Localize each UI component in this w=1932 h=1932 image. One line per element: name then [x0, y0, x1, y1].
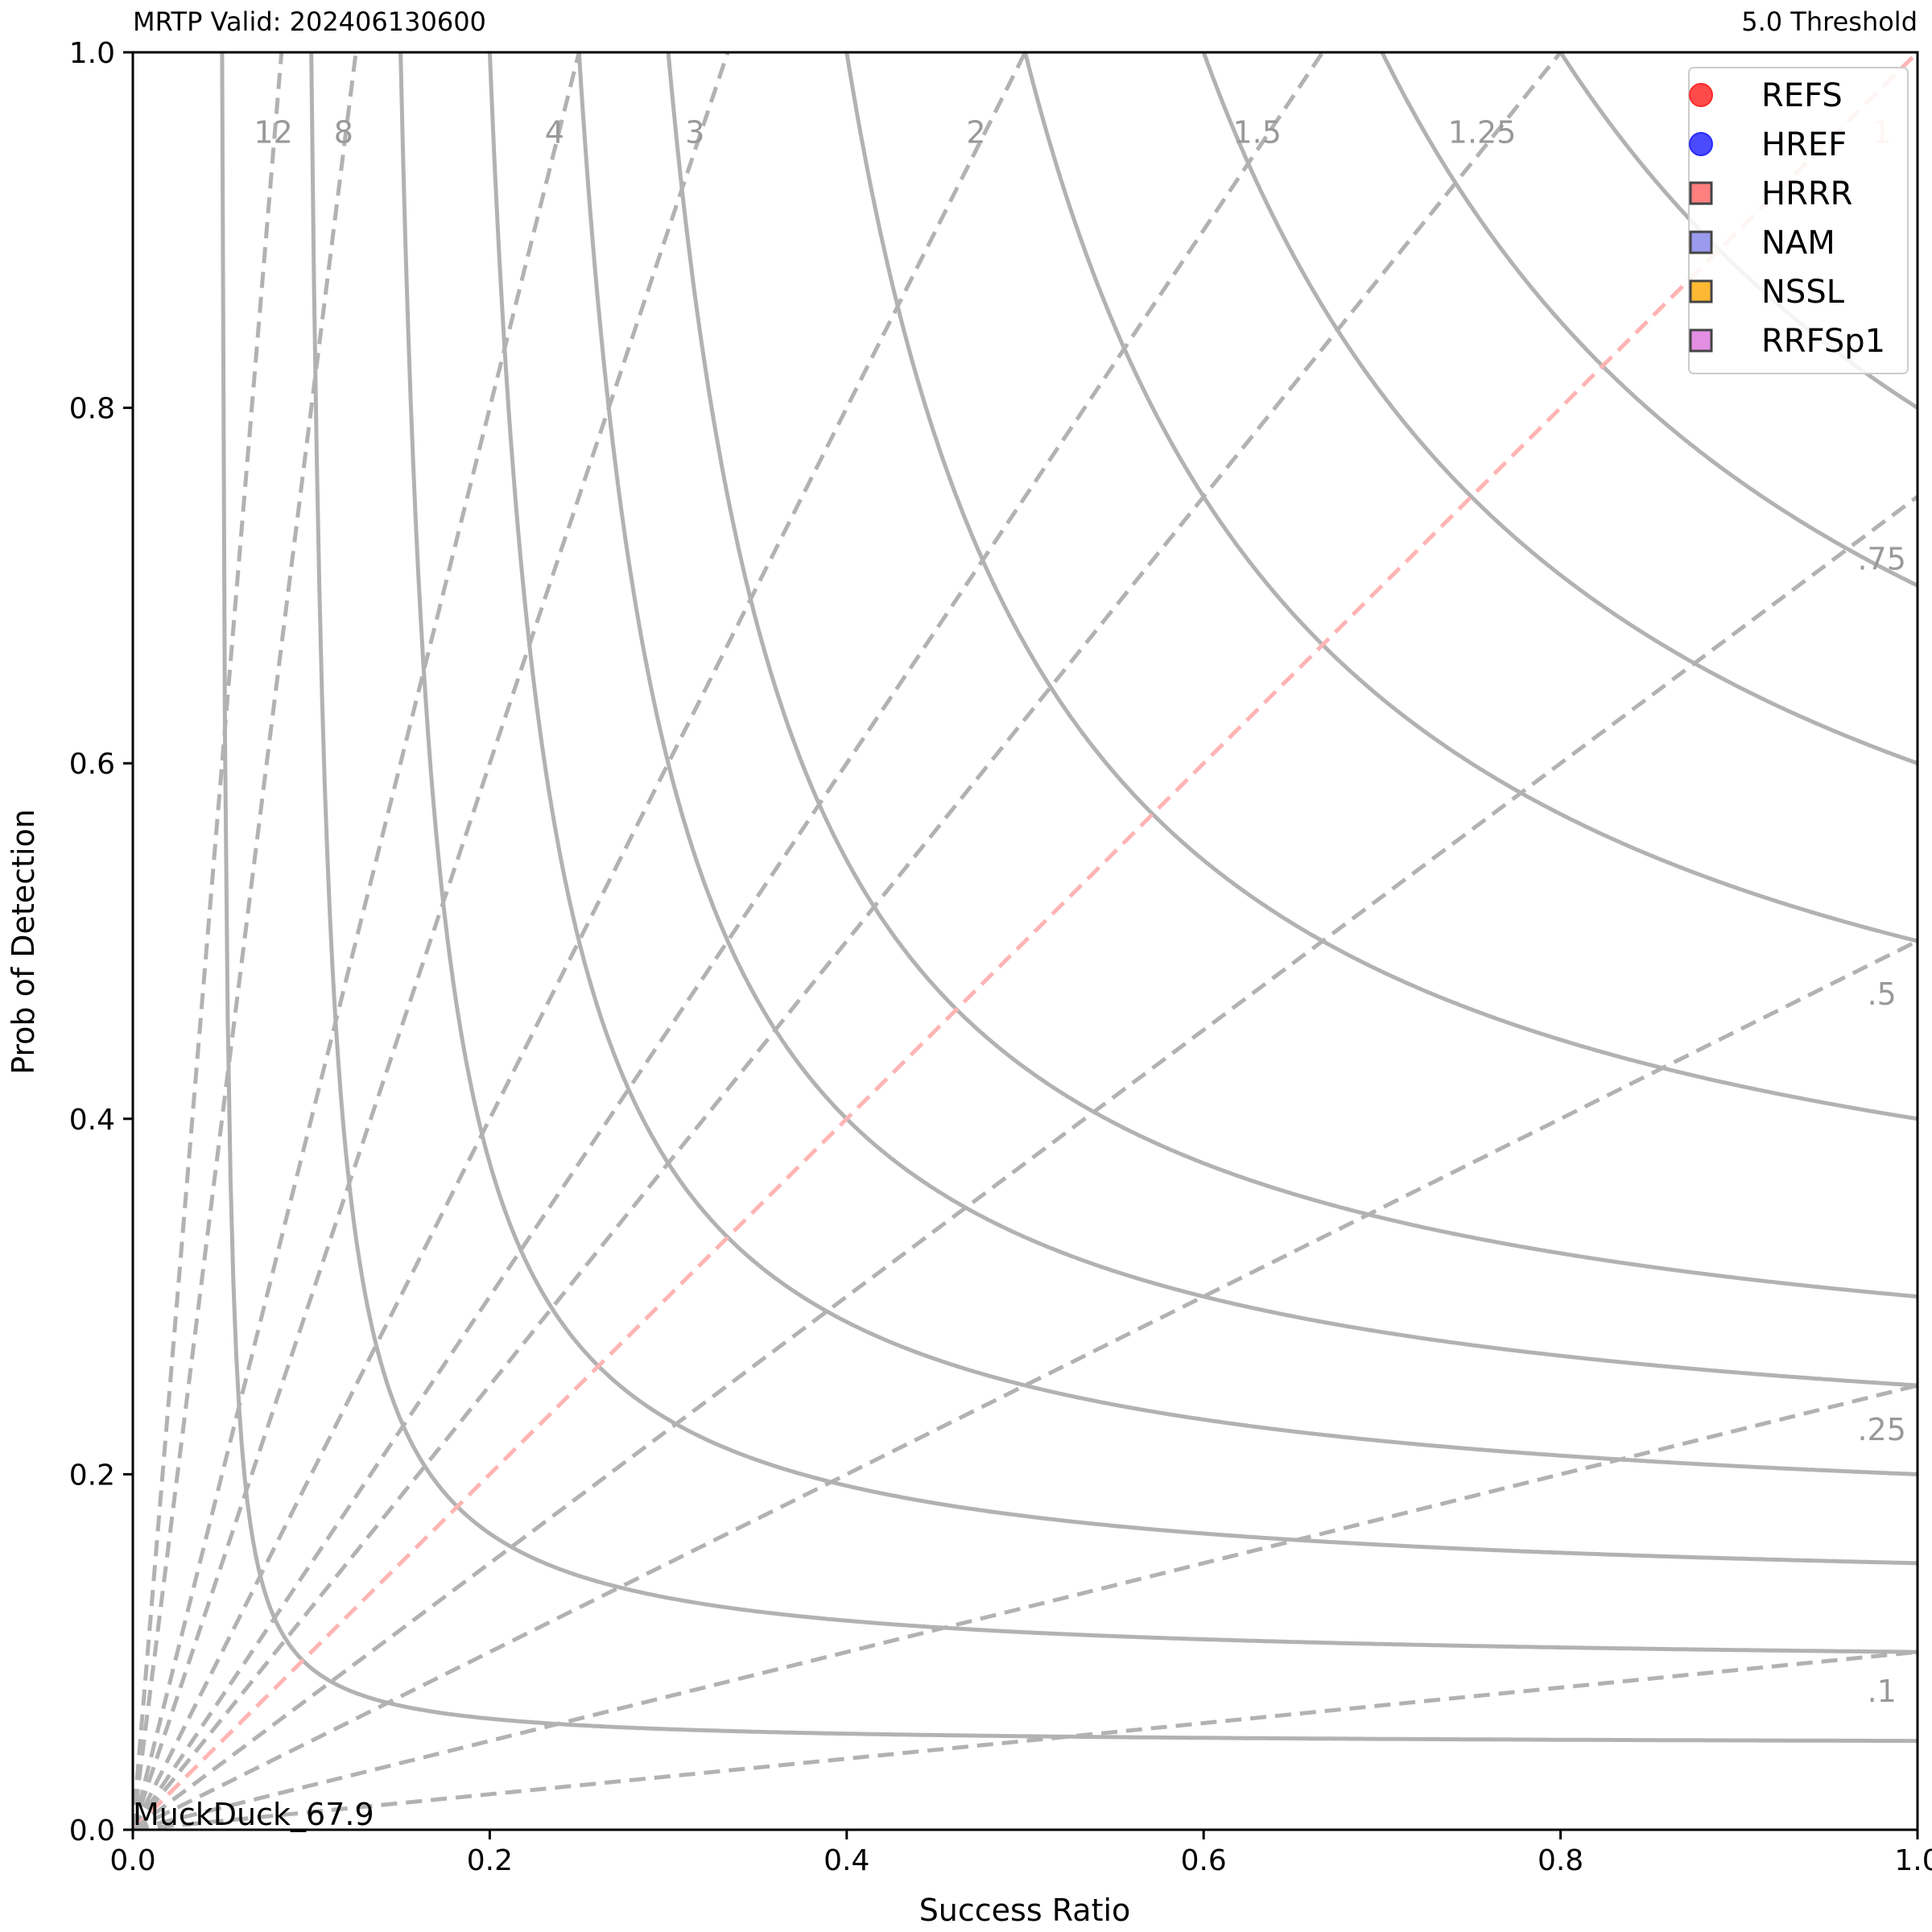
- x-axis: 0.0 0.2 0.4 0.6 0.8 1.0: [109, 1830, 1932, 1877]
- bias-label: 1.25: [1448, 114, 1517, 150]
- bias-line: [133, 494, 1918, 1830]
- bias-lines: [133, 52, 1918, 1830]
- legend-box: [1688, 67, 1909, 374]
- bias-label: .25: [1857, 1412, 1905, 1447]
- csi-contour: [844, 52, 1918, 1121]
- bias-line: [133, 52, 358, 1830]
- legend-marker: [1689, 328, 1713, 353]
- legend-marker: [1689, 132, 1713, 156]
- bias-label: .75: [1857, 541, 1905, 576]
- bias-line: [133, 52, 1563, 1830]
- x-tick-label: 0.4: [824, 1844, 869, 1877]
- csi-contour: [1380, 52, 1918, 588]
- bias-line: [133, 52, 1918, 1830]
- y-tick-label: 0.2: [69, 1459, 115, 1492]
- csi-contour: [666, 52, 1918, 1299]
- bias-label: 8: [334, 114, 353, 150]
- bias-label: 12: [254, 114, 292, 150]
- legend-label: REFS: [1761, 77, 1843, 114]
- bias-label: .1: [1868, 1674, 1897, 1709]
- legend-label: RRFSp1: [1761, 323, 1885, 360]
- legend-label: NAM: [1761, 225, 1835, 262]
- x-tick-label: 1.0: [1894, 1844, 1932, 1877]
- csi-contour: [220, 52, 1918, 1744]
- bias-line: [133, 1383, 1918, 1830]
- legend-marker: [1689, 181, 1713, 205]
- y-tick-label: 1.0: [69, 37, 115, 70]
- csi-contour: [398, 52, 1918, 1566]
- bias-label: 3: [685, 114, 704, 150]
- y-axis-label: Prob of Detection: [6, 809, 41, 1075]
- legend-marker: [1689, 230, 1713, 254]
- csi-contour: [1201, 52, 1918, 766]
- legend: REFS HREF HRRR NAM NSSL RRFSp1: [1688, 67, 1909, 374]
- x-tick-label: 0.2: [467, 1844, 513, 1877]
- bias-label: 1.5: [1232, 114, 1281, 150]
- x-tick-label: 0.0: [109, 1844, 155, 1877]
- left-title: MRTP Valid: 202406130600: [133, 6, 486, 37]
- bias-line: [133, 52, 1027, 1830]
- bias-line: [133, 52, 581, 1830]
- y-tick-label: 0.6: [69, 748, 115, 781]
- bias-line: [133, 52, 284, 1830]
- y-axis: 0.0 0.2 0.4 0.6 0.8 1.0: [69, 37, 133, 1847]
- y-tick-label: 0.0: [69, 1814, 115, 1847]
- bias-label: 4: [545, 114, 564, 150]
- bias-line: [133, 52, 730, 1830]
- bias-label: 2: [966, 114, 985, 150]
- legend-label: HREF: [1761, 126, 1847, 163]
- legend-label: HRRR: [1761, 175, 1852, 213]
- csi-contour: [576, 52, 1918, 1388]
- bias-line: [133, 939, 1918, 1830]
- bias-label: .5: [1868, 976, 1897, 1012]
- x-axis-label: Success Ratio: [919, 1893, 1131, 1928]
- x-tick-label: 0.8: [1538, 1844, 1583, 1877]
- x-tick-label: 0.6: [1181, 1844, 1227, 1877]
- y-tick-label: 0.4: [69, 1104, 115, 1137]
- csi-contour: [1023, 52, 1918, 943]
- legend-marker: [1689, 279, 1713, 303]
- right-title: 5.0 Threshold: [1741, 6, 1918, 37]
- bias-line: [133, 52, 1325, 1830]
- annotation-text: MuckDuck_67.9: [133, 1797, 374, 1832]
- plot-frame: [131, 51, 1919, 1831]
- legend-marker: [1689, 83, 1713, 107]
- csi-contour: [309, 52, 1918, 1654]
- y-tick-label: 0.8: [69, 393, 115, 426]
- legend-label: NSSL: [1761, 274, 1845, 311]
